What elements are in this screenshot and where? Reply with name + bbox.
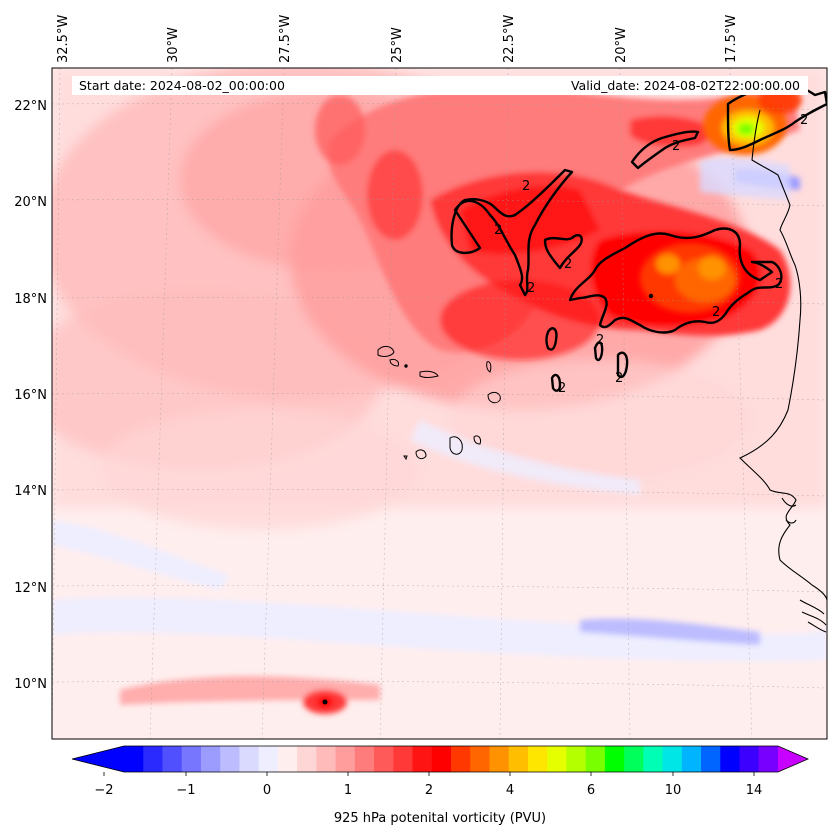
colorbar-swatch <box>681 746 702 772</box>
lon-label: 22.5°W <box>502 15 517 63</box>
colorbar-tick-label: −1 <box>176 783 195 798</box>
contour-label: 2 <box>494 223 502 238</box>
lon-label: 32.5°W <box>56 15 71 63</box>
colorbar-swatch <box>297 746 317 772</box>
colorbar-swatch <box>143 746 164 772</box>
colorbar-swatch <box>470 746 491 772</box>
colorbar-swatch <box>181 746 202 772</box>
colorbar-swatch <box>739 746 760 772</box>
colorbar-tick-labels: −2 −1 0 1 2 4 6 10 14 <box>94 783 762 798</box>
contour-label: 2 <box>712 305 720 320</box>
contour-label: 2 <box>775 277 783 292</box>
lat-label: 18°N <box>14 292 47 307</box>
lat-label: 20°N <box>14 195 47 210</box>
map-panel: 2 2 2 2 2 2 2 2 2 2 2 <box>52 68 827 739</box>
contour-label: 2 <box>522 179 530 194</box>
lon-label: 27.5°W <box>278 15 293 63</box>
colorbar-swatch <box>239 746 260 772</box>
colorbar-swatch <box>162 746 183 772</box>
contour-dot <box>322 699 328 705</box>
map-frame <box>51 67 828 740</box>
contour-label: 2 <box>615 371 623 386</box>
colorbar-swatch <box>624 746 644 772</box>
colorbar-swatch <box>374 746 394 772</box>
colorbar-swatch <box>585 746 606 772</box>
lon-label: 30°W <box>166 27 181 63</box>
colorbar-title: 925 hPa potenital vorticity (PVU) <box>334 811 546 826</box>
graticule <box>52 68 827 739</box>
latitude-labels: 22°N 20°N 18°N 16°N 14°N 12°N 10°N <box>14 99 47 692</box>
colorbar-swatch <box>431 746 452 772</box>
colorbar-tick-label: 14 <box>746 783 763 798</box>
contour-label: 2 <box>596 333 604 348</box>
valid-date-label: Valid_date: 2024-08-02T22:00:00.00 <box>571 78 800 93</box>
lat-label: 22°N <box>14 99 47 114</box>
colorbar-swatch <box>701 746 721 772</box>
colorbar-swatch <box>527 746 548 772</box>
start-date-label: Start date: 2024-08-02_00:00:00 <box>79 78 285 93</box>
contour-label: 2 <box>800 113 808 128</box>
colorbar-outline <box>71 745 810 773</box>
colorbar-swatch <box>354 746 375 772</box>
colorbar-swatch <box>489 746 510 772</box>
lat-label: 14°N <box>14 484 47 499</box>
colorbar-tick-label: 10 <box>665 783 682 798</box>
colorbar-swatch <box>566 746 587 772</box>
colorbar-swatch <box>758 746 779 772</box>
lon-label: 20°W <box>614 27 629 63</box>
coastline-africa <box>739 109 827 633</box>
colorbar-swatch <box>277 746 298 772</box>
lat-label: 12°N <box>14 581 47 596</box>
colorbar-swatch <box>412 746 433 772</box>
colorbar-tick-label: 4 <box>506 783 514 798</box>
colorbar-swatch <box>200 746 221 772</box>
colorbar-tick-label: 1 <box>344 783 352 798</box>
contour-label: 2 <box>672 139 680 154</box>
colorbar-swatch <box>604 746 625 772</box>
lon-label: 17.5°W <box>724 15 739 63</box>
contour-label: 2 <box>527 281 535 296</box>
longitude-labels: 32.5°W 30°W 27.5°W 25°W 22.5°W 20°W 17.5… <box>56 15 739 63</box>
colorbar-swatch <box>335 746 356 772</box>
pv-field-max <box>640 86 802 313</box>
colorbar-swatch <box>393 746 414 772</box>
lat-label: 10°N <box>14 677 47 692</box>
colorbar-tick-label: 0 <box>263 783 271 798</box>
colorbar-swatch <box>220 746 241 772</box>
colorbar-swatch <box>451 746 471 772</box>
colorbar-over-arrow <box>778 746 808 772</box>
colorbar-swatch <box>258 746 279 772</box>
colorbar-under-arrow <box>72 746 124 772</box>
colorbar-swatch <box>316 746 337 772</box>
colorbar-tick-label: 2 <box>425 783 433 798</box>
colorbar <box>71 745 810 776</box>
colorbar-swatch <box>720 746 741 772</box>
colorbar-swatch <box>124 746 144 772</box>
colorbar-swatch <box>508 746 529 772</box>
contour-labels: 2 2 2 2 2 2 2 2 2 2 2 <box>494 113 808 396</box>
contour-label: 2 <box>558 381 566 396</box>
header-box <box>72 76 808 95</box>
colorbar-tick-label: 6 <box>587 783 595 798</box>
colorbar-swatch <box>547 746 568 772</box>
contour-dot <box>648 293 654 299</box>
contour-label: 2 <box>564 257 572 272</box>
lat-label: 16°N <box>14 388 47 403</box>
colorbar-swatch <box>643 746 664 772</box>
lon-label: 25°W <box>390 27 405 63</box>
cape-verde-islands <box>377 345 501 461</box>
colorbar-tick-label: −2 <box>94 783 113 798</box>
colorbar-swatch <box>662 746 683 772</box>
